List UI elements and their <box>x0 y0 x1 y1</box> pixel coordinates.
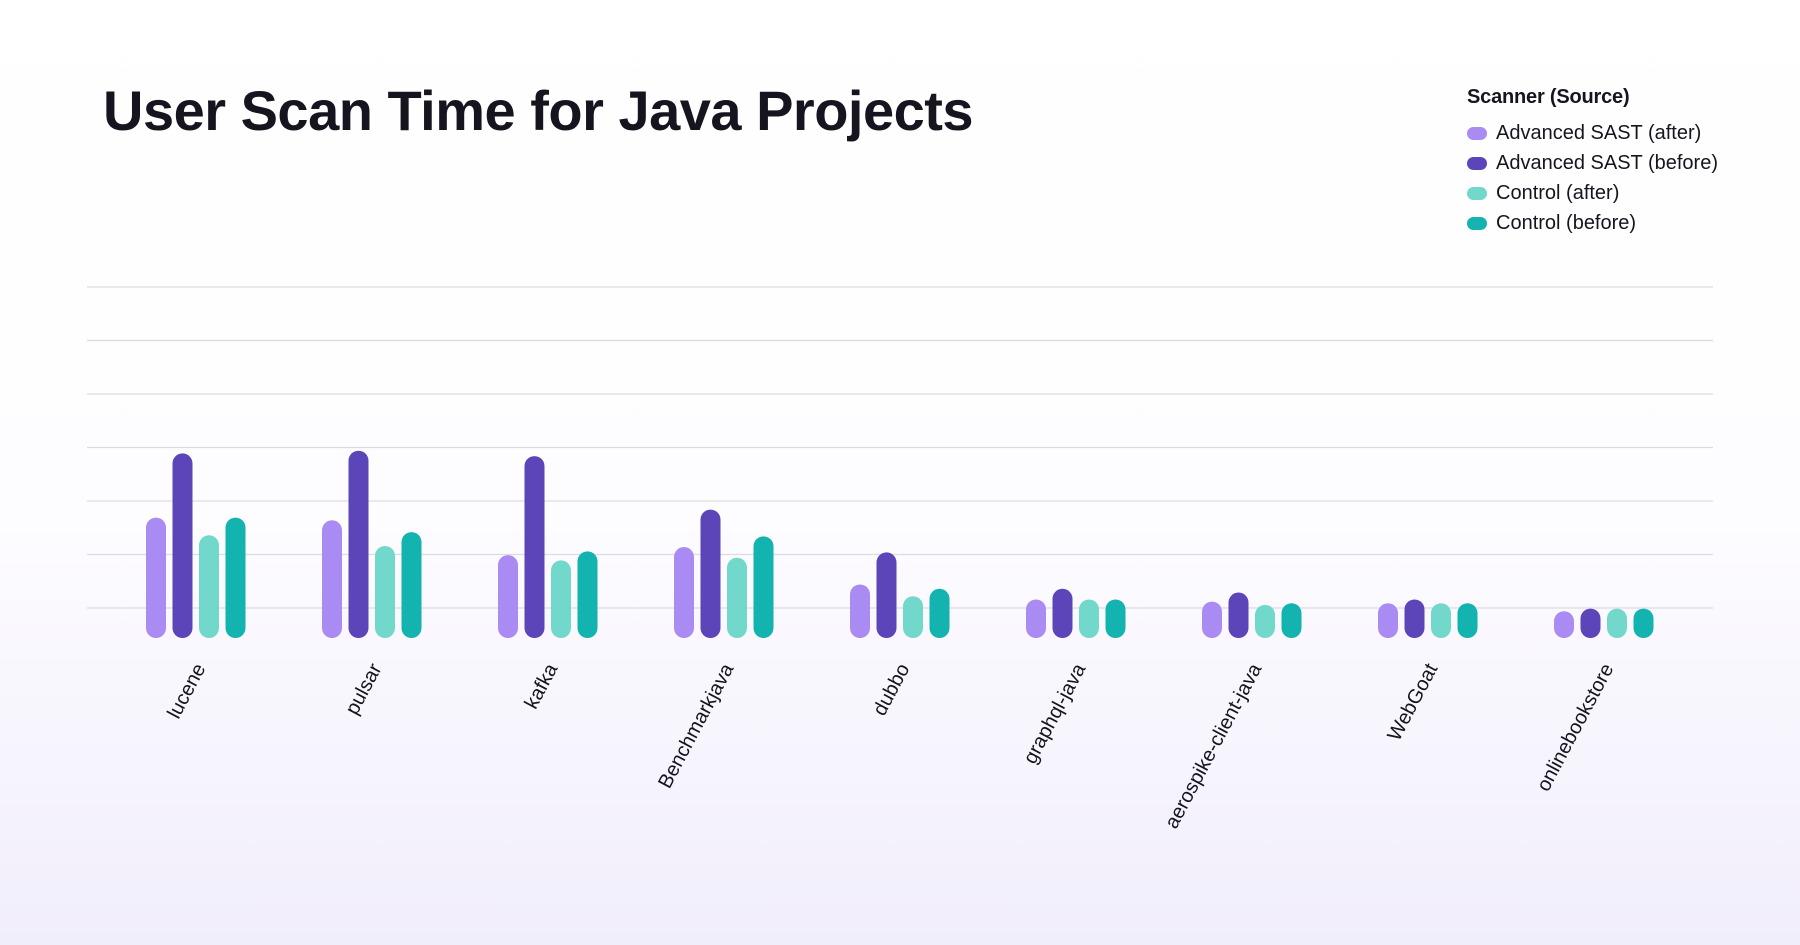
bar-graphql-java-control-before <box>1105 599 1126 638</box>
bar-pulsar-control-after <box>375 545 395 638</box>
bar-aerospike-client-java-control-after <box>1255 604 1275 638</box>
legend-item-advanced-sast-before[interactable]: Advanced SAST (before) <box>1467 148 1787 178</box>
bar-benchmarkjava-control-before <box>753 536 774 638</box>
bar-aerospike-client-java-advanced-sast-before <box>1228 592 1249 638</box>
bar-graphql-java-advanced-sast-after <box>1026 599 1046 638</box>
legend-label: Control (before) <box>1496 211 1637 234</box>
x-tick-labels: lucene pulsar kafka Benchmarkjava dubbo graph… <box>163 659 1618 832</box>
legend-item-control-after[interactable]: Control (after) <box>1467 178 1787 208</box>
x-tick-label: onlinebookstore <box>1533 660 1619 795</box>
legend-label: Advanced SAST (after) <box>1496 121 1702 144</box>
bar-dubbo-advanced-sast-after <box>850 584 870 638</box>
x-tick-label: aerospike-client-java <box>1161 659 1267 832</box>
bar-dubbo-advanced-sast-before <box>876 552 897 638</box>
x-tick-label: graphql-java <box>1019 659 1091 767</box>
bar-onlinebookstore-advanced-sast-before <box>1580 608 1601 638</box>
bar-kafka-advanced-sast-after <box>498 555 518 638</box>
x-tick-label: Benchmarkjava <box>654 659 739 792</box>
bar-onlinebookstore-control-before <box>1633 608 1654 638</box>
bar-lucene-control-after <box>199 535 219 638</box>
bar-pulsar-advanced-sast-after <box>322 520 342 638</box>
x-tick-label: lucene <box>163 660 210 722</box>
bar-kafka-advanced-sast-before <box>524 456 545 638</box>
bar-lucene-advanced-sast-after <box>146 517 166 638</box>
bar-webgoat-control-after <box>1431 603 1451 638</box>
chart-title: User Scan Time for Java Projects <box>103 79 974 142</box>
legend-swatch <box>1467 126 1487 140</box>
bar-benchmarkjava-advanced-sast-after <box>674 547 694 638</box>
bar-graphql-java-advanced-sast-before <box>1052 588 1073 638</box>
bar-dubbo-control-before <box>929 588 950 638</box>
x-tick-label: kafka <box>521 659 563 712</box>
bar-benchmarkjava-control-after <box>727 557 747 638</box>
bar-graphql-java-control-after <box>1079 599 1099 638</box>
legend-title: Scanner (Source) <box>1467 86 1630 108</box>
legend-swatch <box>1467 186 1487 200</box>
bar-webgoat-advanced-sast-after <box>1378 603 1398 638</box>
legend-swatch <box>1467 216 1487 230</box>
legend-item-control-before[interactable]: Control (before) <box>1467 208 1787 238</box>
bar-dubbo-control-after <box>903 596 923 638</box>
legend: Scanner (Source) Advanced SAST (after) A… <box>1467 86 1787 238</box>
bar-kafka-control-after <box>551 560 571 638</box>
bar-onlinebookstore-advanced-sast-after <box>1554 611 1574 638</box>
bar-kafka-control-before <box>577 551 598 638</box>
x-tick-label: pulsar <box>341 660 386 719</box>
legend-item-advanced-sast-after[interactable]: Advanced SAST (after) <box>1467 118 1787 148</box>
x-tick-label: dubbo <box>869 660 915 719</box>
legend-label: Advanced SAST (before) <box>1496 151 1718 174</box>
bar-lucene-control-before <box>225 517 246 638</box>
bar-webgoat-control-before <box>1457 603 1478 638</box>
legend-label: Control (after) <box>1496 181 1620 204</box>
bars <box>146 450 1654 638</box>
bar-pulsar-control-before <box>401 532 422 638</box>
bar-benchmarkjava-advanced-sast-before <box>700 509 721 638</box>
bar-onlinebookstore-control-after <box>1607 608 1627 638</box>
bar-pulsar-advanced-sast-before <box>348 450 369 638</box>
x-tick-label: WebGoat <box>1383 660 1442 745</box>
legend-swatch <box>1467 156 1487 170</box>
bar-lucene-advanced-sast-before <box>172 453 193 638</box>
bar-aerospike-client-java-control-before <box>1281 603 1302 638</box>
bar-aerospike-client-java-advanced-sast-after <box>1202 601 1222 638</box>
bar-webgoat-advanced-sast-before <box>1404 599 1425 638</box>
